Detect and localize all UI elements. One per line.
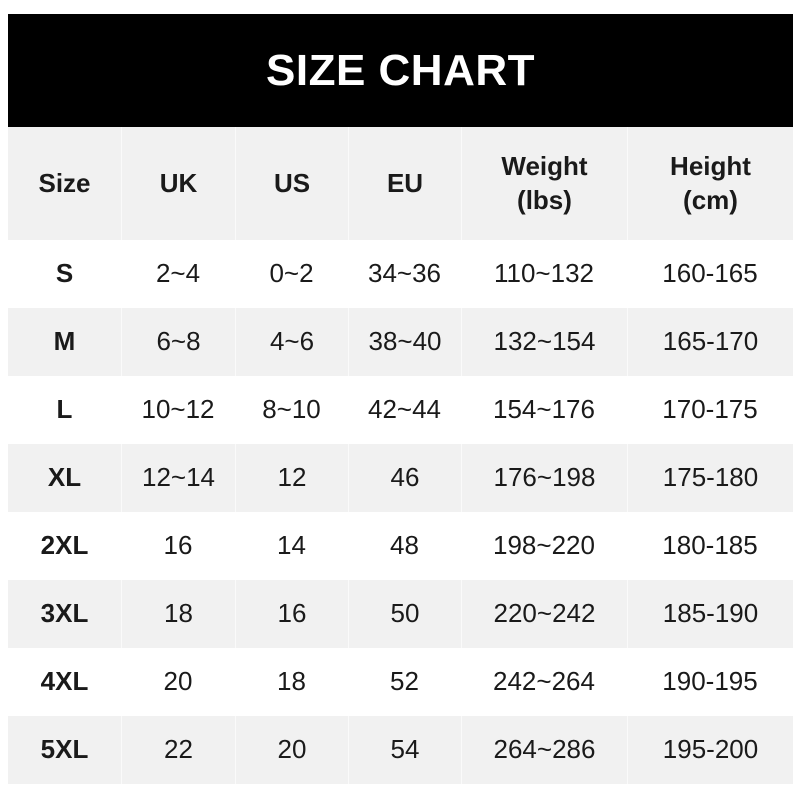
header-row: Size UK US EU Weight (lbs) Height (cm) [8, 127, 793, 240]
cell-us: 14 [277, 530, 306, 561]
size-chart: SIZE CHART Size UK US EU Weight (lbs) He… [8, 14, 793, 784]
header-weight: Weight (lbs) [461, 127, 627, 240]
table-row: 4XL 20 18 52 242~264 190-195 [8, 648, 793, 716]
cell-us: 18 [277, 666, 306, 697]
cell-size: M [8, 308, 121, 376]
cell-size: 3XL [8, 580, 121, 648]
cell-height: 185-190 [627, 580, 793, 648]
cell-weight: 132~154 [461, 308, 627, 376]
cell-us: 16 [235, 580, 348, 648]
cell-uk: 18 [121, 580, 235, 648]
cell-size: 5XL [8, 716, 121, 784]
cell-uk: 20 [163, 666, 193, 697]
cell-us: 12 [235, 444, 348, 512]
cell-us: 4~6 [235, 308, 348, 376]
table-row: L 10~12 8~10 42~44 154~176 170-175 [8, 376, 793, 444]
cell-eu: 34~36 [367, 258, 442, 289]
cell-eu: 54 [348, 716, 461, 784]
cell-height: 175-180 [627, 444, 793, 512]
header-uk: UK [121, 127, 235, 240]
cell-us: 20 [235, 716, 348, 784]
cell-weight: 110~132 [493, 258, 594, 289]
cell-weight: 176~198 [461, 444, 627, 512]
table-row: M 6~8 4~6 38~40 132~154 165-170 [8, 308, 793, 376]
cell-height: 170-175 [662, 394, 758, 425]
cell-eu: 50 [348, 580, 461, 648]
cell-height: 165-170 [627, 308, 793, 376]
cell-size: L [56, 394, 73, 425]
cell-weight: 154~176 [493, 394, 595, 425]
cell-weight: 198~220 [493, 530, 595, 561]
cell-eu: 38~40 [348, 308, 461, 376]
cell-size: 2XL [40, 530, 89, 561]
header-size: Size [8, 127, 121, 240]
cell-height: 195-200 [627, 716, 793, 784]
cell-uk: 12~14 [121, 444, 235, 512]
cell-height: 160-165 [662, 258, 758, 289]
header-us: US [235, 127, 348, 240]
table-row: S 2~4 0~2 34~36 110~132 160-165 [8, 240, 793, 308]
cell-uk: 22 [121, 716, 235, 784]
cell-us: 0~2 [269, 258, 314, 289]
cell-eu: 48 [390, 530, 419, 561]
cell-size: XL [8, 444, 121, 512]
cell-size: 4XL [40, 666, 89, 697]
cell-eu: 52 [390, 666, 419, 697]
header-height: Height (cm) [627, 127, 793, 240]
cell-uk: 16 [163, 530, 193, 561]
cell-size: S [55, 258, 74, 289]
table-row: 3XL 18 16 50 220~242 185-190 [8, 580, 793, 648]
cell-weight: 264~286 [461, 716, 627, 784]
cell-weight: 242~264 [493, 666, 595, 697]
cell-uk: 2~4 [155, 258, 201, 289]
table-row: XL 12~14 12 46 176~198 175-180 [8, 444, 793, 512]
header-eu: EU [348, 127, 461, 240]
cell-height: 190-195 [662, 666, 758, 697]
table-row: 2XL 16 14 48 198~220 180-185 [8, 512, 793, 580]
cell-height: 180-185 [662, 530, 758, 561]
cell-eu: 46 [348, 444, 461, 512]
table-row: 5XL 22 20 54 264~286 195-200 [8, 716, 793, 784]
cell-uk: 6~8 [121, 308, 235, 376]
cell-eu: 42~44 [367, 394, 442, 425]
cell-uk: 10~12 [141, 394, 215, 425]
chart-title: SIZE CHART [8, 14, 793, 127]
cell-weight: 220~242 [461, 580, 627, 648]
cell-us: 8~10 [262, 394, 321, 425]
